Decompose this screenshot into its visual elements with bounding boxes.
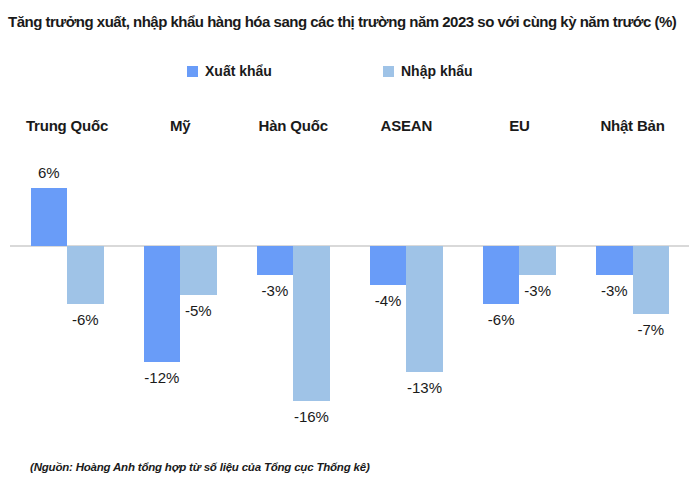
import-bar bbox=[293, 246, 330, 401]
bar-value-label: -4% bbox=[348, 292, 428, 310]
bar-value-label: 6% bbox=[9, 164, 89, 182]
bar-value-label: -12% bbox=[122, 369, 202, 387]
export-bar bbox=[370, 246, 407, 285]
source-note: (Nguồn: Hoàng Anh tổng hợp từ số liệu củ… bbox=[30, 461, 370, 473]
import-bar bbox=[180, 246, 217, 295]
bar-value-label: -5% bbox=[158, 302, 238, 320]
export-bar bbox=[596, 246, 633, 275]
chart-figure: Tăng trưởng xuất, nhập khẩu hàng hóa san… bbox=[0, 0, 700, 492]
import-bar bbox=[633, 246, 670, 314]
import-bar bbox=[519, 246, 556, 275]
bar-value-label: -7% bbox=[611, 321, 691, 339]
bar-value-label: -3% bbox=[574, 282, 654, 300]
bar-value-label: -6% bbox=[45, 311, 125, 329]
bar-value-label: -16% bbox=[271, 408, 351, 426]
import-bar bbox=[67, 246, 104, 304]
export-bar bbox=[257, 246, 294, 275]
bar-value-label: -3% bbox=[498, 282, 578, 300]
category-label: Nhật Bản bbox=[563, 117, 700, 134]
bar-value-label: -6% bbox=[461, 311, 541, 329]
bar-value-label: -13% bbox=[385, 379, 465, 397]
bar-chart-area: Trung Quốc6%-6%Mỹ-12%-5%Hàn Quốc-3%-16%A… bbox=[0, 0, 700, 492]
zero-axis-line bbox=[10, 245, 689, 247]
export-bar bbox=[31, 188, 68, 246]
bar-value-label: -3% bbox=[235, 282, 315, 300]
